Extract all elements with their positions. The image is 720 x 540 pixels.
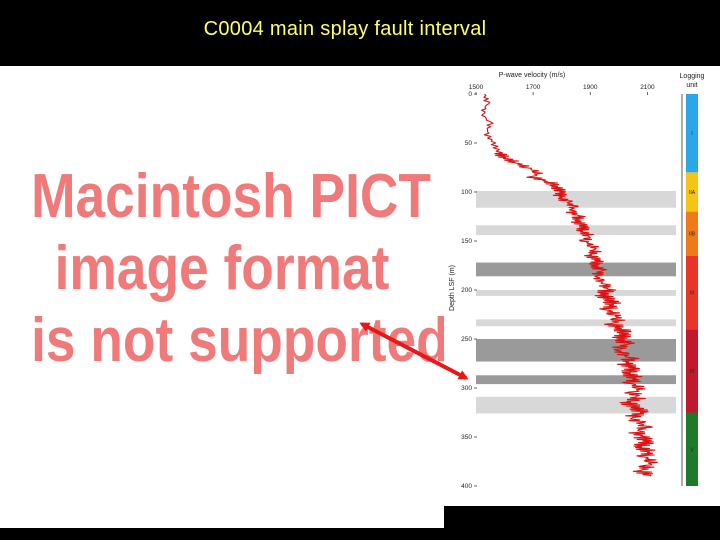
chart-axes: P-wave velocity (m/s) Depth LSF (m) 1500… xyxy=(449,72,655,490)
interval-band xyxy=(476,191,676,208)
logging-unit-iii xyxy=(686,255,698,330)
y-tick-label: 50 xyxy=(465,140,473,147)
x-tick-label: 2100 xyxy=(640,84,655,91)
slide-title: C0004 main splay fault interval xyxy=(203,18,487,40)
logging-unit-label: IIB xyxy=(689,232,696,238)
velocity-curve xyxy=(481,93,658,477)
logging-unit-i xyxy=(686,94,698,173)
interval-band xyxy=(476,375,676,385)
y-tick-label: 150 xyxy=(461,238,472,245)
x-axis-label: P-wave velocity (m/s) xyxy=(499,72,566,79)
placeholder-line: Macintosh PICT xyxy=(31,162,432,231)
logging-unit-iib xyxy=(686,211,698,256)
y-tick-label: 0 xyxy=(468,91,472,98)
logging-unit-v xyxy=(686,412,698,486)
y-tick-label: 100 xyxy=(461,189,472,196)
velocity-curve-group xyxy=(481,93,658,477)
interval-band xyxy=(476,262,676,277)
logging-unit-label: IIA xyxy=(689,190,696,196)
logging-unit-label: V xyxy=(690,447,694,453)
y-tick-label: 400 xyxy=(461,483,472,490)
logging-unit-label: I xyxy=(691,131,692,137)
logging-unit-iv xyxy=(686,329,698,413)
interval-band xyxy=(476,319,676,327)
y-tick-label: 250 xyxy=(461,336,472,343)
logging-unit-label: IV xyxy=(690,369,695,375)
placeholder-message: Macintosh PICT image format is not suppo… xyxy=(31,161,449,377)
velocity-depth-chart: P-wave velocity (m/s) Depth LSF (m) 1500… xyxy=(449,72,705,490)
x-tick-label: 1900 xyxy=(583,84,598,91)
interval-band xyxy=(476,396,676,414)
interval-band xyxy=(476,290,676,296)
y-tick-label: 350 xyxy=(461,434,472,441)
logging-unit-header: unit xyxy=(686,82,697,89)
placeholder-line: image format xyxy=(54,234,390,303)
unsupported-image-placeholder: Macintosh PICT image format is not suppo… xyxy=(0,66,449,528)
interval-band xyxy=(476,225,676,236)
interval-band xyxy=(476,339,676,362)
y-tick-label: 200 xyxy=(461,287,472,294)
logging-unit-column: Logging unit I IIA IIB III IV V xyxy=(680,73,705,486)
x-tick-label: 1700 xyxy=(526,84,541,91)
velocity-chart-panel: P-wave velocity (m/s) Depth LSF (m) 1500… xyxy=(444,66,720,506)
logging-unit-label: III xyxy=(690,290,694,296)
x-tick-label: 1500 xyxy=(469,84,484,91)
logging-unit-header: Logging xyxy=(680,73,705,80)
y-axis-label: Depth LSF (m) xyxy=(449,265,456,311)
y-tick-label: 300 xyxy=(461,385,472,392)
placeholder-line: is not supported xyxy=(31,306,449,375)
logging-unit-iia xyxy=(686,172,698,212)
